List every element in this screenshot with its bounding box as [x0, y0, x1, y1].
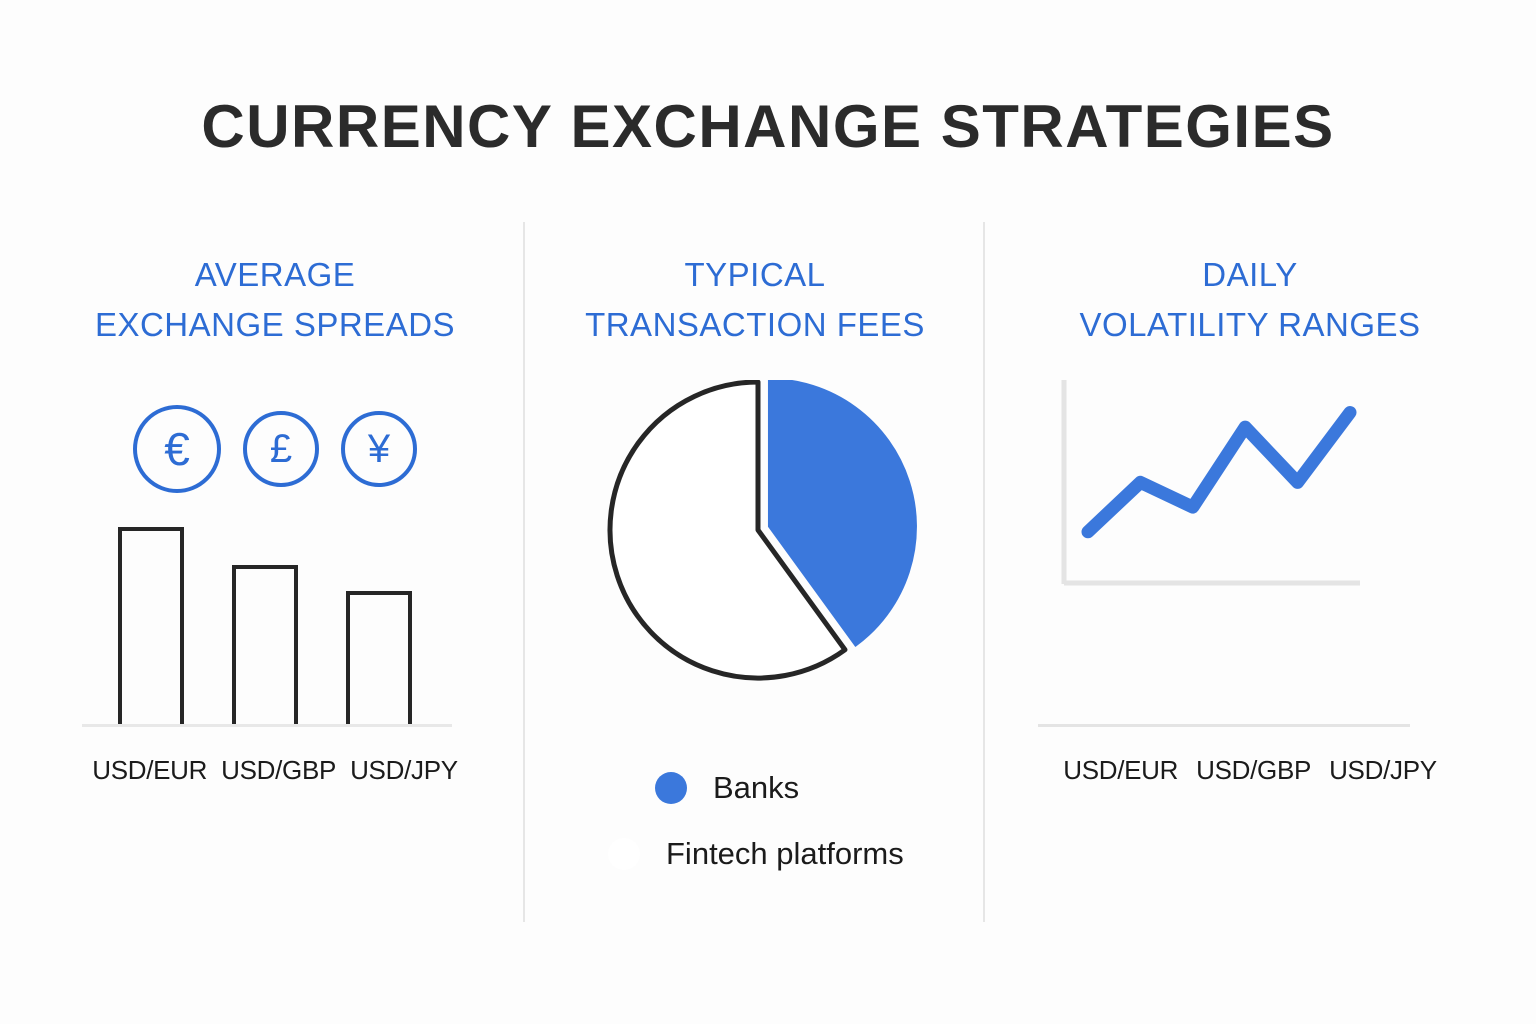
pie-slice-fintech-platforms: [607, 379, 848, 681]
bar-chart-baseline: [82, 724, 452, 727]
bar-usd-gbp: [232, 565, 298, 725]
page-title: CURRENCY EXCHANGE STRATEGIES: [201, 93, 1335, 160]
panel-heading-spreads: AVERAGE EXCHANGE SPREADS: [40, 250, 510, 350]
line-label-usd-gbp: USD/GBP: [1196, 755, 1312, 785]
line-chart-category-labels: USD/EUR USD/GBP USD/JPY: [1000, 755, 1500, 786]
panel-heading-volatility: DAILY VOLATILITY RANGES: [1000, 250, 1500, 350]
panel-daily-volatility-ranges: DAILY VOLATILITY RANGES USD/EUR USD/GBP …: [1000, 250, 1500, 930]
bar-chart-spreads: [118, 525, 488, 725]
pie-chart-legend: Banks Fintech platforms: [540, 770, 970, 902]
legend-item-fintech-platforms: Fintech platforms: [540, 836, 970, 872]
legend-label-banks: Banks: [713, 770, 800, 805]
pie-slice-banks: [767, 378, 917, 647]
panel-typical-transaction-fees: TYPICAL TRANSACTION FEES Banks Fintech p…: [540, 250, 970, 930]
bar-label-usd-eur: USD/EUR: [92, 755, 208, 785]
line-chart-svg: [1061, 380, 1360, 586]
line-chart-data-series: [1081, 406, 1357, 539]
panel-average-exchange-spreads: AVERAGE EXCHANGE SPREADS € £ ¥ USD/EUR U…: [40, 250, 510, 930]
bar-label-usd-gbp: USD/GBP: [221, 755, 337, 785]
panel-heading-spreads-line1: AVERAGE: [194, 256, 356, 293]
euro-coin-icon: €: [133, 405, 221, 493]
currency-coin-group: € £ ¥: [40, 405, 510, 493]
euro-symbol: €: [164, 423, 190, 475]
bar-usd-eur: [118, 527, 184, 725]
pie-chart-fees: [505, 378, 1005, 710]
legend-dot-banks-icon: [655, 772, 687, 804]
panel-heading-spreads-line2: EXCHANGE SPREADS: [94, 306, 456, 343]
bar-usd-jpy: [346, 590, 412, 725]
panel-heading-volatility-line2: VOLATILITY RANGES: [1079, 306, 1421, 343]
panel-divider-right: [983, 222, 985, 922]
panel-heading-fees: TYPICAL TRANSACTION FEES: [540, 250, 970, 350]
pound-symbol: £: [269, 426, 293, 471]
line-label-usd-eur: USD/EUR: [1063, 755, 1179, 785]
panel-heading-fees-line1: TYPICAL: [684, 256, 826, 293]
panel-divider-left: [523, 222, 525, 922]
legend-item-banks: Banks: [540, 770, 970, 806]
bar-chart-category-labels: USD/EUR USD/GBP USD/JPY: [40, 755, 510, 786]
panel-heading-fees-line2: TRANSACTION FEES: [585, 306, 925, 343]
panel-heading-volatility-line1: DAILY: [1202, 256, 1298, 293]
legend-dot-fintech-icon: [608, 838, 640, 870]
pound-coin-icon: £: [243, 411, 319, 487]
yen-coin-icon: ¥: [341, 411, 417, 487]
line-chart-volatility: [1060, 380, 1420, 600]
legend-label-fintech-platforms: Fintech platforms: [666, 836, 904, 871]
line-chart-bottom-rule: [1038, 724, 1410, 727]
yen-symbol: ¥: [367, 426, 391, 471]
pie-chart-svg: [607, 378, 917, 681]
bar-label-usd-jpy: USD/JPY: [350, 755, 458, 785]
line-label-usd-jpy: USD/JPY: [1329, 755, 1437, 785]
